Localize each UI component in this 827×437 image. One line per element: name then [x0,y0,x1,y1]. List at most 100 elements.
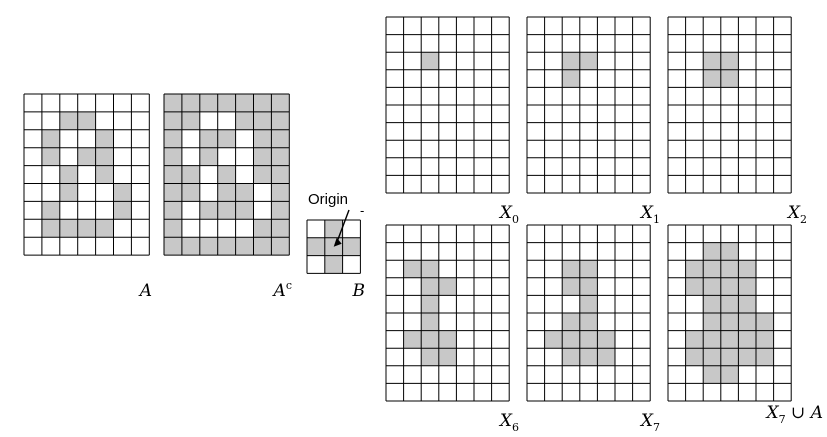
empty-cell [720,157,739,176]
empty-cell [386,87,404,105]
empty-cell [113,129,132,148]
filled-cell [720,365,739,384]
empty-cell [703,140,721,158]
empty-cell [685,69,704,88]
filled-cell [181,165,200,184]
empty-cell [456,175,474,193]
empty-cell [403,122,422,141]
filled-cell [164,183,182,202]
empty-cell [756,295,774,313]
empty-cell [703,105,721,123]
label-x7ua: X7 ∪ A [765,403,823,426]
empty-cell [527,17,545,35]
filled-cell [685,330,704,349]
empty-cell [438,157,457,176]
empty-cell [438,295,457,313]
filled-cell [579,330,598,349]
empty-cell [544,260,563,278]
empty-cell [456,313,474,331]
empty-cell [703,122,721,141]
filled-cell [95,165,114,184]
empty-cell [668,105,686,123]
empty-cell [59,201,78,220]
empty-cell [24,183,42,202]
empty-cell [685,225,704,243]
empty-cell [59,94,78,112]
empty-cell [773,122,792,141]
filled-cell [324,237,343,256]
filled-cell [235,201,254,220]
filled-cell [77,219,96,238]
empty-cell [181,201,200,220]
filled-cell [235,237,254,256]
empty-cell [756,365,774,384]
empty-cell [421,122,439,141]
empty-cell [24,165,42,184]
empty-cell [668,122,686,141]
empty-cell [24,219,42,238]
empty-cell [632,295,651,313]
empty-cell [668,52,686,70]
filled-cell [164,219,182,238]
empty-cell [386,242,404,261]
empty-cell [579,87,598,105]
empty-cell [421,34,439,53]
empty-cell [579,105,598,123]
empty-cell [632,157,651,176]
empty-cell [562,122,580,141]
empty-cell [632,87,651,105]
empty-cell [491,260,510,278]
empty-cell [773,140,792,158]
empty-cell [632,122,651,141]
empty-cell [386,313,404,331]
filled-cell [324,255,343,274]
filled-cell [307,237,325,256]
empty-cell [668,260,686,278]
empty-cell [597,313,615,331]
empty-cell [544,52,563,70]
empty-cell [720,140,739,158]
empty-cell [386,365,404,384]
filled-cell [720,69,739,88]
empty-cell [615,122,633,141]
empty-cell [544,69,563,88]
label-x6: X6 [498,411,519,434]
filled-cell [217,237,236,256]
empty-cell [456,105,474,123]
filled-cell [199,147,218,166]
empty-cell [685,295,704,313]
filled-cell [703,260,721,278]
empty-cell [756,52,774,70]
filled-cell [738,313,756,331]
empty-cell [597,105,615,123]
empty-cell [597,277,615,296]
empty-cell [527,122,545,141]
empty-cell [773,225,792,243]
empty-cell [615,140,633,158]
empty-cell [386,157,404,176]
empty-cell [421,242,439,261]
empty-cell [386,140,404,158]
empty-cell [95,94,114,112]
empty-cell [474,122,492,141]
empty-cell [181,147,200,166]
empty-cell [738,69,756,88]
empty-cell [527,260,545,278]
empty-cell [720,105,739,123]
filled-cell [720,330,739,349]
filled-cell [756,313,774,331]
filled-cell [703,365,721,384]
empty-cell [403,157,422,176]
empty-cell [615,295,633,313]
empty-cell [456,69,474,88]
empty-cell [491,365,510,384]
empty-cell [527,313,545,331]
empty-cell [579,140,598,158]
filled-cell [271,237,290,256]
filled-cell [113,201,132,220]
empty-cell [386,17,404,35]
empty-cell [703,87,721,105]
filled-cell [41,147,60,166]
filled-cell [703,277,721,296]
